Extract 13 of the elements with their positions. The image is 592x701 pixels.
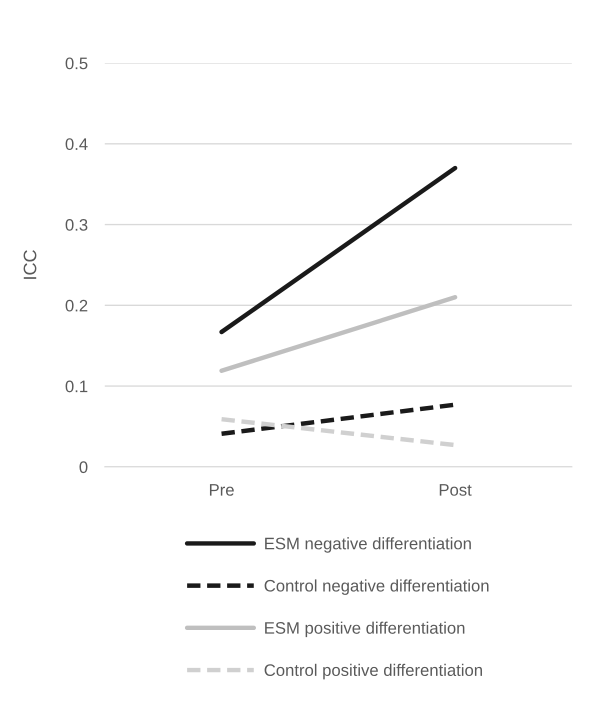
legend-label: ESM negative differentiation <box>265 537 471 553</box>
x-tick-label: Pre <box>210 484 234 496</box>
y-tick-label: 0.1 <box>66 380 88 392</box>
y-tick-label: 0 <box>80 461 88 474</box>
y-tick-label: 0.2 <box>66 300 88 312</box>
legend-label: Control positive differentiation <box>264 664 482 680</box>
x-tick-label: Post <box>440 484 472 496</box>
y-tick-label: 0.3 <box>66 219 88 231</box>
legend-label: Control negative differentiation <box>264 579 488 595</box>
legend-label: ESM positive differentiation <box>265 622 464 638</box>
y-axis-title: ICC <box>24 250 36 279</box>
y-tick-label: 0.5 <box>66 57 88 70</box>
y-tick-label: 0.4 <box>66 138 88 150</box>
